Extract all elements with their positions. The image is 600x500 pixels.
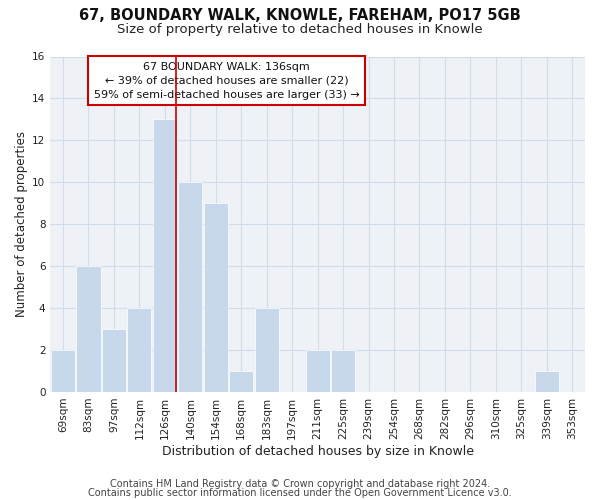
Bar — [203, 204, 228, 392]
Y-axis label: Number of detached properties: Number of detached properties — [15, 131, 28, 317]
Text: 67, BOUNDARY WALK, KNOWLE, FAREHAM, PO17 5GB: 67, BOUNDARY WALK, KNOWLE, FAREHAM, PO17… — [79, 8, 521, 22]
Bar — [254, 308, 279, 392]
Bar — [229, 371, 253, 392]
Text: 67 BOUNDARY WALK: 136sqm
← 39% of detached houses are smaller (22)
59% of semi-d: 67 BOUNDARY WALK: 136sqm ← 39% of detach… — [94, 62, 359, 100]
Bar — [127, 308, 151, 392]
Bar — [51, 350, 75, 392]
Bar — [76, 266, 101, 392]
Text: Contains public sector information licensed under the Open Government Licence v3: Contains public sector information licen… — [88, 488, 512, 498]
Bar — [178, 182, 202, 392]
Bar — [535, 371, 559, 392]
Text: Size of property relative to detached houses in Knowle: Size of property relative to detached ho… — [117, 22, 483, 36]
Bar — [153, 120, 177, 392]
Bar — [305, 350, 330, 392]
Bar — [331, 350, 355, 392]
Text: Contains HM Land Registry data © Crown copyright and database right 2024.: Contains HM Land Registry data © Crown c… — [110, 479, 490, 489]
Bar — [102, 329, 126, 392]
X-axis label: Distribution of detached houses by size in Knowle: Distribution of detached houses by size … — [161, 444, 473, 458]
